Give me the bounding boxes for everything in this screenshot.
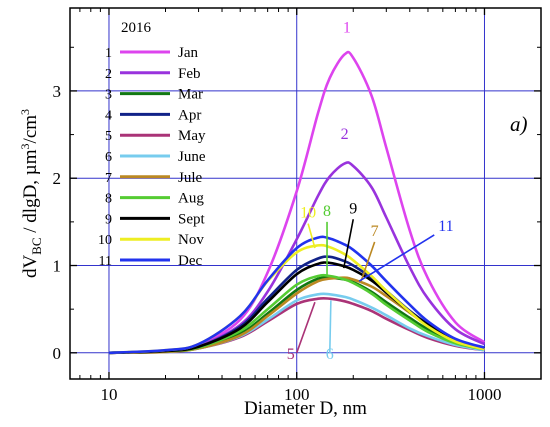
annotation-label: 9: [349, 200, 357, 217]
legend-number: 4: [105, 108, 112, 123]
annotation-leader: [358, 234, 435, 282]
y-tick-label: 2: [53, 169, 62, 188]
legend-number: 11: [99, 254, 112, 269]
legend-number: 6: [105, 150, 112, 165]
legend: 2016 1 Jan 2 Feb 3 Mar 4 Apr 5 May 6 June 7 Jule 8 Aug 9…: [98, 20, 206, 269]
legend-number: 9: [105, 212, 112, 227]
x-axis-title: Diameter D, nm: [244, 398, 367, 419]
legend-title: 2016: [121, 20, 152, 36]
annotation-leader: [360, 241, 376, 282]
y-axis-title-part: 3: [18, 143, 32, 149]
y-axis-title-part: dV: [20, 255, 41, 279]
legend-label: Dec: [178, 253, 202, 269]
annotation-label: 2: [341, 126, 349, 143]
annotation-label: 5: [287, 346, 295, 363]
y-axis-title-part: / dlgD, µm: [20, 149, 41, 237]
annotation-label: 6: [326, 346, 334, 363]
legend-number: 10: [98, 233, 112, 248]
y-tick-label: 3: [53, 82, 62, 101]
legend-label: Jule: [178, 170, 203, 186]
legend-label: Nov: [178, 232, 204, 248]
legend-number: 7: [105, 171, 112, 186]
panel-label: a): [510, 112, 528, 136]
annotation-leader: [295, 301, 316, 354]
x-tick-label: 10: [100, 385, 117, 404]
legend-label: Feb: [178, 66, 201, 82]
annotation-label: 7: [371, 223, 379, 240]
y-tick-label: 0: [53, 344, 62, 363]
curve-annotations: 1 2 5 6 7 8 9 10 11: [287, 20, 454, 363]
annotation-leader: [328, 300, 332, 353]
y-axis-title-part: BC: [29, 237, 44, 254]
data-series: [108, 50, 486, 355]
annotation-label: 10: [300, 205, 316, 222]
annotation-leader: [307, 223, 316, 249]
legend-number: 2: [105, 67, 112, 82]
annotation-label: 1: [343, 20, 351, 37]
legend-label: Jan: [178, 45, 198, 61]
annotation-label: 11: [438, 218, 453, 235]
legend-number: 8: [105, 192, 112, 207]
legend-label: Aug: [178, 191, 204, 207]
y-axis-title-part: /cm: [20, 115, 41, 144]
x-tick-label: 1000: [467, 385, 501, 404]
y-axis-title-part: 3: [18, 109, 32, 115]
legend-number: 3: [105, 88, 112, 103]
legend-label: May: [178, 128, 206, 144]
series-line-dec: [108, 235, 485, 355]
legend-number: 1: [105, 46, 112, 61]
legend-label: June: [178, 149, 206, 165]
plot-frame: [69, 7, 542, 380]
axis-ticks: 0 1 2 3 10 100 1000: [53, 8, 541, 404]
annotation-leader: [342, 219, 355, 269]
series-line-jan: [108, 50, 486, 355]
y-tick-label: 1: [53, 257, 62, 276]
gridlines: [70, 8, 541, 379]
legend-number: 5: [105, 129, 112, 144]
legend-label: Apr: [178, 107, 201, 123]
legend-label: Sept: [178, 211, 206, 227]
x-tick-label: 100: [284, 385, 310, 404]
annotation-label: 8: [323, 203, 331, 220]
y-axis-title: dVBC / dlgD, µm3/cm3: [18, 109, 44, 278]
legend-label: Mar: [178, 87, 203, 103]
